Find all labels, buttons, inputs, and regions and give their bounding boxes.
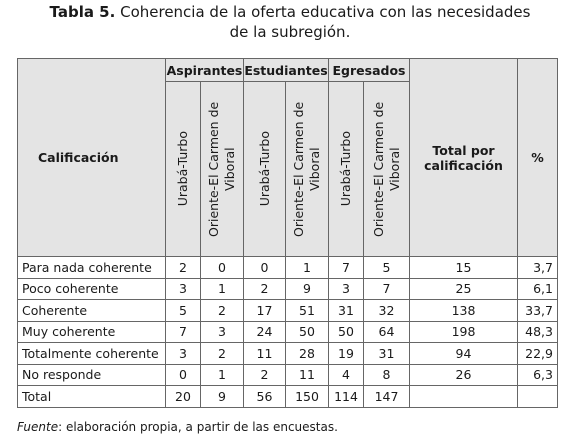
cell: 26 bbox=[409, 363, 518, 386]
cell: 4 bbox=[328, 363, 364, 386]
cell: 56 bbox=[243, 385, 286, 408]
cell: 5 bbox=[363, 256, 410, 279]
table-row: Total 20 9 56 150 114 147 bbox=[17, 385, 558, 408]
cell: 94 bbox=[409, 342, 518, 365]
cell: 48,3 bbox=[517, 320, 558, 343]
cell: 1 bbox=[200, 363, 244, 386]
column-header-text: Urabá-Turbo bbox=[256, 131, 272, 207]
title-label: Tabla 5. bbox=[49, 3, 116, 21]
cell: 2 bbox=[200, 299, 244, 322]
cell: 114 bbox=[328, 385, 364, 408]
cell: 2 bbox=[243, 363, 286, 386]
cell: 7 bbox=[363, 277, 410, 300]
source-label: Fuente bbox=[17, 420, 59, 434]
column-header: Urabá-Turbo bbox=[243, 81, 286, 257]
header-cell: Total por calificación bbox=[409, 58, 518, 257]
cell: 8 bbox=[363, 363, 410, 386]
group-header: Estudiantes bbox=[243, 58, 329, 82]
row-label: Totalmente coherente bbox=[17, 342, 166, 365]
table-row: No responde 0 1 2 11 4 8 26 6,3 bbox=[17, 363, 558, 386]
header-row: Urabá-Turbo Oriente-El Carmen de Viboral U… bbox=[18, 81, 558, 257]
column-header-text: Urabá-Turbo bbox=[338, 131, 353, 207]
source-text: : elaboración propia, a partir de las en… bbox=[58, 420, 338, 434]
cell: 31 bbox=[328, 299, 364, 322]
row-label: No responde bbox=[17, 363, 166, 386]
table-row: Poco coherente 3 1 2 9 3 7 25 6,1 bbox=[17, 277, 558, 300]
cell: 64 bbox=[363, 320, 410, 343]
cell: 5 bbox=[165, 299, 201, 322]
cell: 31 bbox=[363, 342, 410, 365]
cell: 9 bbox=[285, 277, 329, 300]
cell: 17 bbox=[243, 299, 286, 322]
cell: 20 bbox=[165, 385, 201, 408]
column-header: Oriente-El Carmen de Viboral bbox=[363, 81, 410, 257]
cell: 138 bbox=[409, 299, 518, 322]
cell: 1 bbox=[200, 277, 244, 300]
cell: 19 bbox=[328, 342, 364, 365]
cell: 33,7 bbox=[517, 299, 558, 322]
group-header: Egresados bbox=[328, 58, 410, 82]
cell: 3 bbox=[200, 320, 244, 343]
cell: 0 bbox=[200, 256, 244, 279]
cell: 9 bbox=[200, 385, 244, 408]
column-header: Urabá-Turbo bbox=[165, 81, 201, 257]
data-table: Calificación Aspirantes Estudiantes Egresa… bbox=[17, 58, 558, 408]
header-cell: % bbox=[517, 58, 558, 257]
header-row: Calificación Aspirantes Estudiantes Egresa… bbox=[17, 58, 558, 257]
cell: 0 bbox=[243, 256, 286, 279]
cell: 2 bbox=[243, 277, 286, 300]
cell: 50 bbox=[328, 320, 364, 343]
cell: 3 bbox=[165, 277, 201, 300]
cell: 198 bbox=[409, 320, 518, 343]
row-label: Poco coherente bbox=[17, 277, 166, 300]
group-header: Aspirantes bbox=[165, 58, 244, 82]
title-text: Coherencia de la oferta educativa con la… bbox=[120, 3, 531, 41]
column-header-text: Oriente-El Carmen de Viboral bbox=[291, 101, 322, 237]
cell: 32 bbox=[363, 299, 410, 322]
cell: 2 bbox=[165, 256, 201, 279]
cell: 11 bbox=[285, 363, 329, 386]
cell: 147 bbox=[363, 385, 410, 408]
cell: 51 bbox=[285, 299, 329, 322]
table-row: Para nada coherente 2 0 0 1 7 5 15 3,7 bbox=[17, 256, 558, 279]
cell: 11 bbox=[243, 342, 286, 365]
header-cell: Calificación bbox=[17, 58, 166, 257]
table-row: Totalmente coherente 3 2 11 28 19 31 94 22,9 bbox=[17, 342, 558, 365]
column-header-text: Oriente-El Carmen de Viboral bbox=[370, 101, 402, 237]
cell: 2 bbox=[200, 342, 244, 365]
cell: 24 bbox=[243, 320, 286, 343]
cell: 25 bbox=[409, 277, 518, 300]
empty-cell bbox=[409, 385, 518, 408]
cell: 6,3 bbox=[517, 363, 558, 386]
cell: 3 bbox=[328, 277, 364, 300]
cell: 1 bbox=[285, 256, 329, 279]
cell: 15 bbox=[409, 256, 518, 279]
cell: 0 bbox=[165, 363, 201, 386]
cell: 150 bbox=[285, 385, 329, 408]
column-header: Oriente-El Carmen de Viboral bbox=[285, 81, 329, 257]
column-header-text: Urabá-Turbo bbox=[175, 131, 190, 207]
cell: 7 bbox=[165, 320, 201, 343]
row-label: Coherente bbox=[17, 299, 166, 322]
row-label: Total bbox=[17, 385, 166, 408]
cell: 50 bbox=[285, 320, 329, 343]
row-label: Muy coherente bbox=[17, 320, 166, 343]
source-note: Fuente: elaboración propia, a partir de … bbox=[17, 420, 338, 434]
empty-cell bbox=[517, 385, 558, 408]
table-title: Tabla 5. Coherencia de la oferta educati… bbox=[40, 2, 540, 42]
cell: 7 bbox=[328, 256, 364, 279]
column-header: Urabá-Turbo bbox=[328, 81, 364, 257]
cell: 3 bbox=[165, 342, 201, 365]
table-row: Muy coherente 7 3 24 50 50 64 198 48,3 bbox=[17, 320, 558, 343]
cell: 3,7 bbox=[517, 256, 558, 279]
cell: 6,1 bbox=[517, 277, 558, 300]
cell: 28 bbox=[285, 342, 329, 365]
row-label: Para nada coherente bbox=[17, 256, 166, 279]
table-row: Coherente 5 2 17 51 31 32 138 33,7 bbox=[17, 299, 558, 322]
cell: 22,9 bbox=[517, 342, 558, 365]
column-header: Oriente-El Carmen de Viboral bbox=[200, 81, 244, 257]
column-header-text: Oriente-El Carmen de Viboral bbox=[206, 101, 237, 237]
